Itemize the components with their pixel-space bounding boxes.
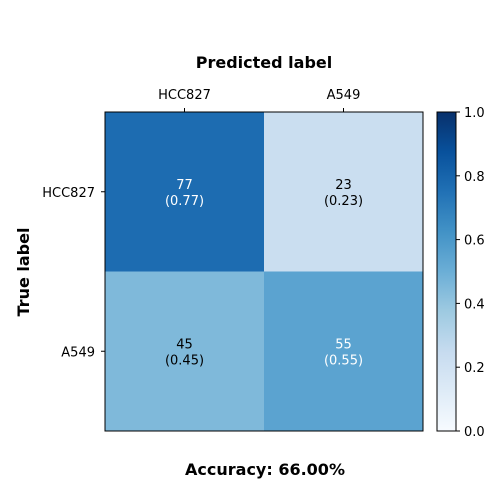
colorbar-tick-label: 0.2 — [464, 361, 485, 376]
heatmap-cell-labels: 77 (0.77) 23 (0.23) 45 (0.45) 55 (0.55) — [165, 178, 363, 369]
cell-label: 77 (0.77) — [165, 178, 204, 209]
colorbar-ticks: 0.0 0.2 0.4 0.6 0.8 1.0 — [456, 106, 485, 440]
cell-label: 55 (0.55) — [324, 337, 363, 368]
x-tick-label: A549 — [327, 88, 361, 103]
colorbar-tick-label: 1.0 — [464, 106, 485, 121]
heatmap-cell — [264, 112, 423, 272]
y-axis-title: True label — [14, 228, 33, 317]
y-tick-label: A549 — [61, 345, 95, 360]
colorbar-tick-label: 0.6 — [464, 234, 485, 249]
plot-frame — [104, 111, 424, 432]
x-axis-title: Predicted label — [196, 53, 332, 72]
x-tick-label: HCC827 — [158, 88, 211, 103]
colorbar-tick-label: 0.4 — [464, 297, 485, 312]
colorbar-tick-label: 0.8 — [464, 170, 485, 185]
accuracy-label: Accuracy: 66.00% — [185, 460, 345, 479]
y-axis-ticks: HCC827 A549 — [42, 186, 105, 360]
cell-label: 45 (0.45) — [165, 337, 204, 368]
heatmap-cells — [105, 112, 423, 431]
heatmap-cell — [105, 271, 264, 431]
y-tick-label: HCC827 — [42, 186, 95, 201]
heatmap-cell — [105, 112, 264, 272]
heatmap-cell — [264, 271, 423, 431]
colorbar — [436, 111, 457, 432]
cell-label: 23 (0.23) — [324, 178, 363, 209]
x-axis-ticks: HCC827 A549 — [158, 88, 360, 112]
colorbar-tick-label: 0.0 — [464, 425, 485, 440]
